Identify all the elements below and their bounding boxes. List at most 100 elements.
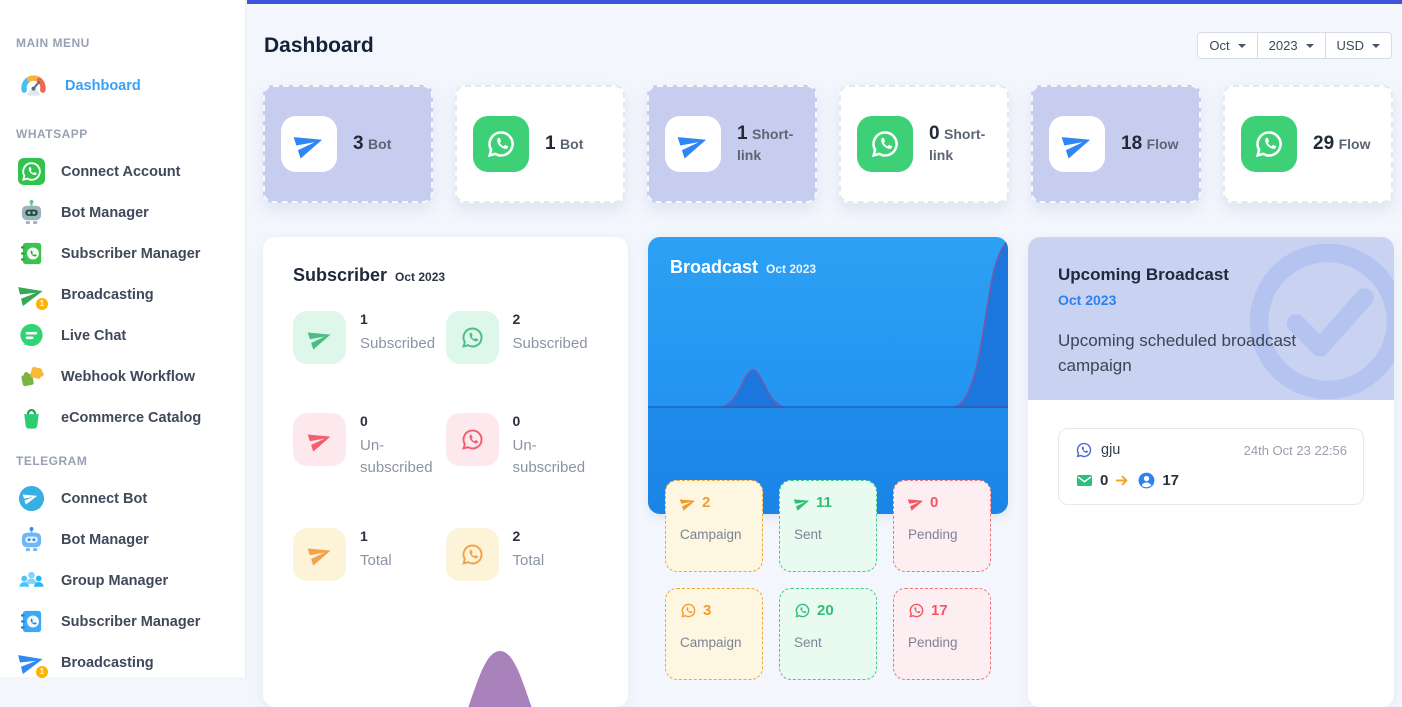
telegram-plane-icon [1049, 116, 1105, 172]
page-title: Dashboard [264, 34, 374, 58]
sidebar-item-label: Broadcasting [61, 287, 154, 303]
tile-value: 1 [360, 525, 368, 544]
month-filter-dropdown[interactable]: Oct [1197, 32, 1257, 59]
arrow-right-icon [1114, 472, 1131, 489]
scheduled-broadcast-item[interactable]: gju 24th Oct 23 22:56 0 17 [1058, 428, 1364, 505]
stat-value: 0 [929, 123, 940, 144]
sidebar-item-wa-ecommerce-catalog[interactable]: eCommerce Catalog [14, 397, 233, 438]
contacts-book-blue-icon [18, 608, 45, 635]
sidebar-item-tg-group-manager[interactable]: Group Manager [14, 560, 233, 601]
tile-label: Pending [908, 527, 976, 542]
currency-filter-dropdown[interactable]: USD [1325, 32, 1392, 59]
stat-card-telegram-bot: 3 Bot [263, 85, 433, 203]
stat-label: Bot [368, 136, 391, 152]
upcoming-description: Upcoming scheduled broadcast campaign [1058, 329, 1338, 378]
broadcast-tile-wa-sent: 20 Sent [779, 588, 877, 680]
tile-value: 0 [930, 494, 938, 511]
broadcast-plane-blue-icon: 1 [18, 649, 45, 676]
campaign-name: gju [1101, 442, 1120, 458]
broadcast-panel: Broadcast Oct 2023 2 Campaign [648, 237, 1008, 514]
tile-value: 2 [513, 525, 521, 544]
sidebar-item-tg-connect-bot[interactable]: Connect Bot [14, 478, 233, 519]
section-title-main-menu: MAIN MENU [16, 36, 233, 50]
telegram-plane-icon [293, 413, 346, 466]
tile-label: Total [360, 550, 392, 572]
envelope-icon [1075, 471, 1094, 490]
stat-label: Bot [560, 136, 583, 152]
tile-value: 3 [703, 602, 711, 619]
broadcast-tile-wa-campaign: 3 Campaign [665, 588, 763, 680]
tile-label: Campaign [680, 527, 748, 542]
sidebar-item-wa-bot-manager[interactable]: Bot Manager [14, 192, 233, 233]
section-title-telegram: TELEGRAM [16, 454, 233, 468]
broadcast-chart-area: Broadcast Oct 2023 [648, 237, 1008, 514]
tile-value: 20 [817, 602, 834, 619]
tile-value: 0 [360, 410, 368, 429]
telegram-plane-icon [792, 492, 812, 512]
tile-value: 11 [816, 494, 832, 511]
tile-value: 2 [702, 494, 710, 511]
broadcast-tile-tg-campaign: 2 Campaign [665, 480, 763, 572]
robot-blue-icon [18, 526, 45, 553]
year-filter-value: 2023 [1269, 38, 1298, 53]
whatsapp-icon [680, 602, 697, 619]
whatsapp-icon [446, 311, 499, 364]
upcoming-body: gju 24th Oct 23 22:56 0 17 [1028, 400, 1394, 533]
stat-card-whatsapp-bot: 1 Bot [455, 85, 625, 203]
subscriber-chart-spike [263, 647, 628, 707]
stat-label: Flow [1147, 136, 1179, 152]
whatsapp-icon [1241, 116, 1297, 172]
shopping-bag-icon [18, 404, 45, 431]
sidebar-item-label: Broadcasting [61, 655, 154, 671]
whatsapp-square-icon [18, 158, 45, 185]
tile-value: 2 [513, 308, 521, 327]
sidebar-item-wa-webhook-workflow[interactable]: Webhook Workflow [14, 356, 233, 397]
broadcast-plane-icon: 1 [18, 281, 45, 308]
stat-card-whatsapp-flow: 29 Flow [1223, 85, 1393, 203]
sidebar-item-tg-bot-manager[interactable]: Bot Manager [14, 519, 233, 560]
broadcast-period: Oct 2023 [766, 262, 816, 276]
sidebar-item-wa-connect-account[interactable]: Connect Account [14, 151, 233, 192]
broadcast-header: Broadcast Oct 2023 [670, 257, 816, 278]
stat-label: Flow [1339, 136, 1371, 152]
year-filter-dropdown[interactable]: 2023 [1257, 32, 1326, 59]
stat-card-telegram-flow: 18 Flow [1031, 85, 1201, 203]
stat-value: 18 [1121, 133, 1142, 154]
stat-cards-row: 3 Bot 1 Bot 1 Short-link 0 Short-link [247, 85, 1402, 203]
chat-bubble-icon [18, 322, 45, 349]
broadcast-tile-tg-pending: 0 Pending [893, 480, 991, 572]
puzzle-icon [18, 363, 45, 390]
telegram-plane-icon [293, 311, 346, 364]
subscriber-tile-tg-unsubscribed: 0 Un-subscribed [293, 413, 446, 479]
sidebar-item-wa-broadcasting[interactable]: 1 Broadcasting [14, 274, 233, 315]
tile-value: 0 [513, 410, 521, 429]
caret-down-icon [1306, 44, 1314, 48]
sidebar-item-label: eCommerce Catalog [61, 410, 201, 426]
tile-label: Un-subscribed [513, 435, 599, 479]
sidebar-item-label: Bot Manager [61, 532, 149, 548]
broadcast-stats-grid: 2 Campaign 11 Sent 0 Pendin [665, 480, 991, 680]
sidebar-item-wa-subscriber-manager[interactable]: Subscriber Manager [14, 233, 233, 274]
tile-value: 17 [931, 602, 948, 619]
recipient-count: 17 [1162, 472, 1179, 489]
currency-filter-value: USD [1337, 38, 1364, 53]
upcoming-broadcast-panel: Upcoming Broadcast Oct 2023 Upcoming sch… [1028, 237, 1394, 707]
stat-card-whatsapp-shortlink: 0 Short-link [839, 85, 1009, 203]
sidebar-item-label: Connect Account [61, 164, 181, 180]
tile-label: Pending [908, 635, 976, 650]
subscriber-header: Subscriber Oct 2023 [293, 265, 598, 286]
section-title-whatsapp: WHATSAPP [16, 127, 233, 141]
sidebar-item-tg-subscriber-manager[interactable]: Subscriber Manager [14, 601, 233, 642]
caret-down-icon [1372, 44, 1380, 48]
subscriber-tile-wa-total: 2 Total [446, 528, 599, 581]
stat-value: 3 [353, 133, 364, 154]
subscriber-title: Subscriber [293, 265, 387, 286]
sidebar-item-wa-live-chat[interactable]: Live Chat [14, 315, 233, 356]
sidebar-item-dashboard[interactable]: Dashboard [14, 60, 233, 111]
sidebar: MAIN MENU Dashboard WHATSAPP Connect Acc… [0, 0, 246, 677]
stat-card-telegram-shortlink: 1 Short-link [647, 85, 817, 203]
sidebar-item-label: Dashboard [65, 78, 141, 94]
stat-value: 1 [737, 123, 748, 144]
sidebar-item-label: Subscriber Manager [61, 614, 200, 630]
subscriber-tile-wa-subscribed: 2 Subscribed [446, 311, 599, 364]
